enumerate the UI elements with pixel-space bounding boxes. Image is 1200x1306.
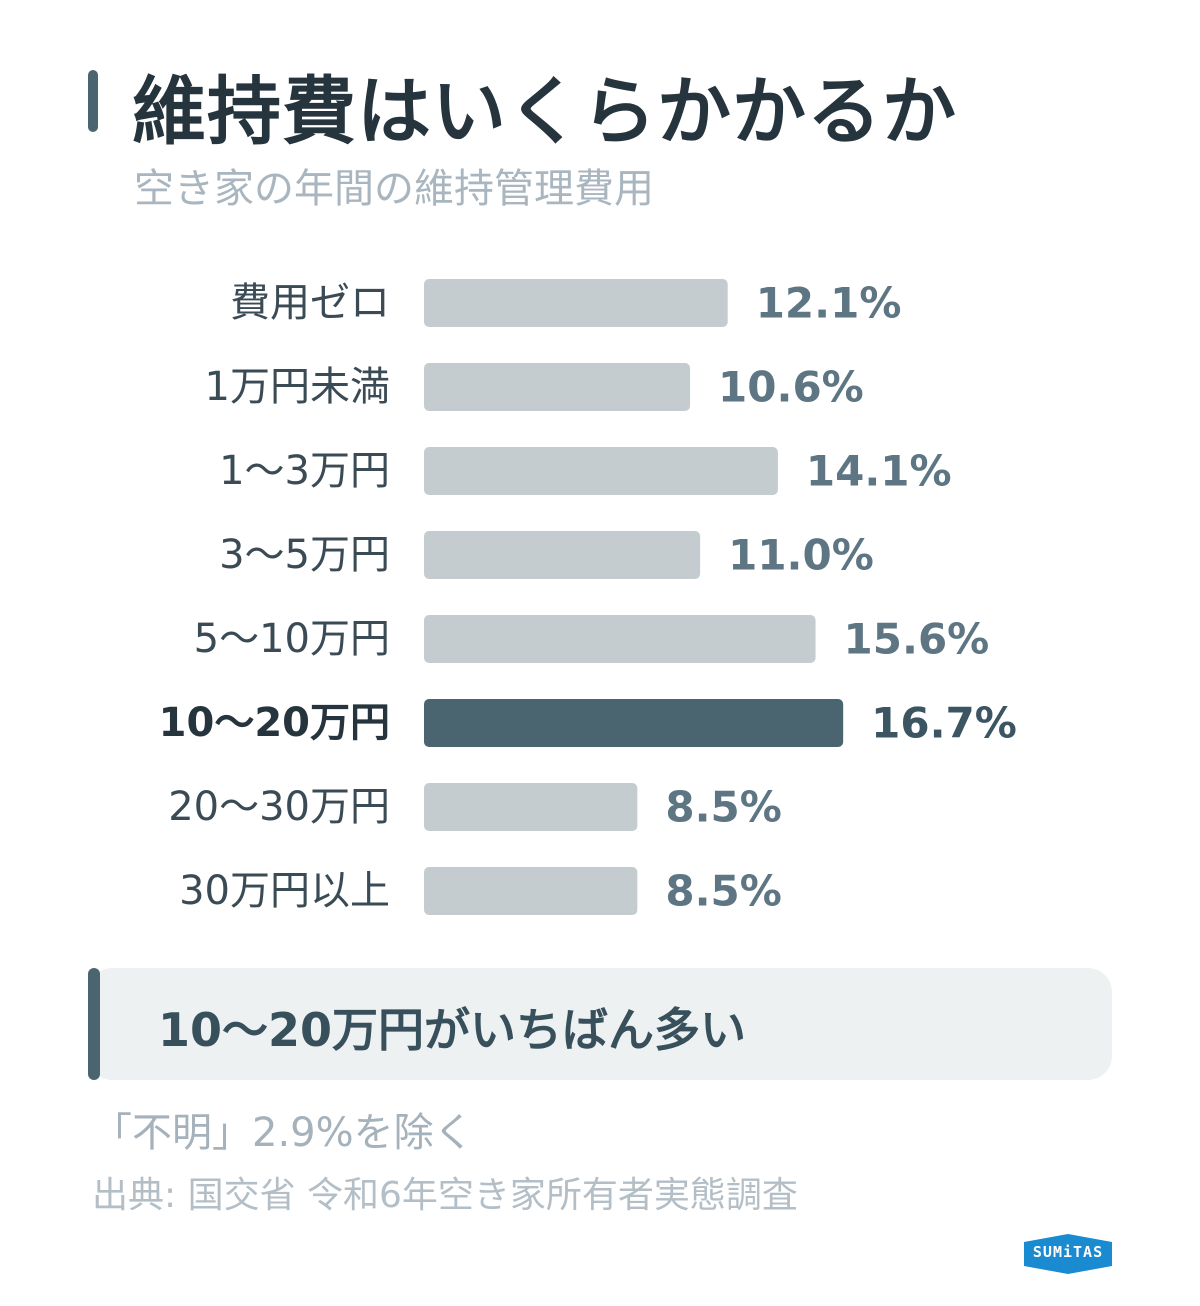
bar-chart: 費用ゼロ 12.1% 1万円未満 10.6% 1〜3万円 14.1% 3〜5万円 11.0% 5… — [159, 279, 1017, 916]
category-label: 5〜10万円 — [194, 616, 390, 662]
bar — [424, 783, 638, 831]
callout-box — [88, 968, 1112, 1080]
bar — [424, 699, 844, 747]
source-citation: 出典: 国交省 令和6年空き家所有者実態調査 — [92, 1175, 798, 1216]
page-title: 維持費はいくらかかるか — [132, 69, 957, 155]
value-label: 12.1% — [756, 279, 902, 328]
category-label: 10〜20万円 — [159, 700, 390, 746]
bar — [424, 615, 816, 663]
category-label: 1〜3万円 — [219, 448, 390, 494]
category-label: 3〜5万円 — [219, 532, 390, 578]
callout-accent-bar — [88, 968, 100, 1080]
value-label: 10.6% — [718, 363, 864, 412]
category-label: 費用ゼロ — [230, 280, 390, 326]
sumitas-logo — [1024, 1234, 1112, 1274]
page-subtitle: 空き家の年間の維持管理費用 — [134, 166, 654, 212]
logo-text: SUMiTAS — [1032, 1243, 1104, 1261]
category-label: 30万円以上 — [179, 868, 390, 914]
footnote: 「不明」2.9%を除く — [92, 1110, 474, 1156]
title-accent-bar — [88, 70, 98, 132]
bar — [424, 867, 638, 915]
value-label: 11.0% — [728, 531, 874, 580]
value-label: 14.1% — [806, 447, 952, 496]
category-label: 20〜30万円 — [168, 784, 390, 830]
bar — [424, 279, 728, 327]
value-label: 15.6% — [844, 615, 990, 664]
bar — [424, 447, 778, 495]
bar — [424, 531, 701, 579]
value-label: 8.5% — [665, 867, 781, 916]
value-label: 16.7% — [871, 699, 1017, 748]
bar — [424, 363, 691, 411]
callout-text: 10〜20万円がいちばん多い — [158, 1003, 747, 1057]
category-label: 1万円未満 — [205, 364, 390, 410]
value-label: 8.5% — [665, 783, 781, 832]
